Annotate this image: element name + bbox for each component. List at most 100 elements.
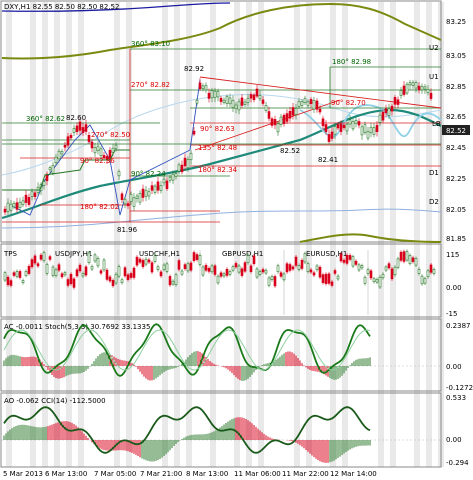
tps-pair-eurusd: EURUSD,H1 bbox=[306, 250, 347, 258]
tps-pair-usdchf: USDCHF,H1 bbox=[139, 250, 180, 258]
tps-candle bbox=[138, 258, 142, 263]
tps-candle bbox=[69, 273, 73, 285]
tps-candle bbox=[393, 266, 397, 276]
candle bbox=[273, 119, 277, 126]
candle bbox=[132, 197, 136, 207]
tps-candle bbox=[207, 268, 211, 272]
candle bbox=[51, 165, 55, 174]
tps-candle bbox=[213, 265, 217, 275]
tps-candle bbox=[186, 263, 190, 272]
tps-candle bbox=[270, 276, 274, 280]
low-11mar-label: 82.52 bbox=[280, 147, 300, 155]
lower-band bbox=[1, 208, 442, 229]
current-price-box bbox=[442, 125, 470, 135]
candle bbox=[363, 124, 367, 133]
price-step-line bbox=[2, 149, 130, 191]
time-tick: 7 Mar 05:00 bbox=[94, 470, 136, 478]
upper-envelope bbox=[1, 2, 442, 60]
candle bbox=[159, 185, 163, 191]
session-band bbox=[186, 2, 192, 467]
candle bbox=[369, 126, 373, 134]
candle bbox=[162, 178, 166, 184]
tps-candle bbox=[264, 269, 268, 274]
candle bbox=[285, 113, 289, 122]
tps-candle bbox=[57, 264, 61, 271]
candle bbox=[102, 155, 106, 158]
tps-candle bbox=[51, 266, 55, 276]
tps-candle bbox=[390, 268, 394, 280]
main-chart-frame bbox=[0, 0, 442, 243]
tps-candle bbox=[252, 255, 256, 264]
candle bbox=[165, 180, 169, 189]
candle bbox=[387, 108, 391, 116]
candle bbox=[426, 89, 430, 93]
tps-candle bbox=[357, 264, 361, 271]
candle bbox=[417, 85, 421, 91]
r135-label: 135° 82.48 bbox=[198, 144, 237, 152]
tps-candle bbox=[399, 251, 403, 261]
ao-tick: 0.00 bbox=[446, 436, 462, 444]
tps-candle bbox=[432, 269, 436, 274]
tps-candle bbox=[3, 272, 7, 281]
tps-candle bbox=[312, 272, 316, 276]
candle bbox=[414, 82, 418, 89]
candle bbox=[375, 124, 379, 132]
tps-candle bbox=[345, 254, 349, 264]
candle bbox=[408, 82, 412, 86]
tps-candle bbox=[330, 281, 334, 286]
candle bbox=[240, 97, 244, 106]
tps-candle bbox=[75, 269, 79, 277]
candle bbox=[135, 195, 139, 199]
tps-candle bbox=[408, 255, 412, 264]
tps-candle bbox=[66, 279, 70, 286]
time-tick: 5 Mar 2013 bbox=[3, 470, 43, 478]
candle bbox=[120, 193, 124, 201]
candle bbox=[321, 118, 325, 127]
candle bbox=[171, 173, 175, 181]
tps-candle bbox=[384, 266, 388, 271]
session-band bbox=[114, 2, 120, 467]
candle bbox=[195, 99, 199, 104]
candle bbox=[429, 92, 433, 99]
tps-candle bbox=[285, 263, 289, 273]
g270-top-label: 270° 82.82 bbox=[131, 81, 170, 89]
candle bbox=[351, 121, 355, 130]
candle bbox=[318, 108, 322, 113]
session-band bbox=[426, 2, 432, 467]
price-tick: 82.85 bbox=[446, 83, 466, 91]
candle bbox=[42, 181, 46, 186]
tps-label: TPS bbox=[3, 250, 17, 258]
g270-left-label: 270° 82.50 bbox=[91, 131, 130, 139]
low-12mar-label: 82.41 bbox=[318, 156, 338, 164]
candle bbox=[129, 193, 133, 202]
tps-candle bbox=[165, 263, 169, 272]
tps-candle bbox=[63, 272, 67, 276]
price-axis: 83.25 83.05 82.85 82.65 82.45 82.25 82.0… bbox=[446, 18, 466, 243]
tps-candle bbox=[354, 260, 358, 265]
g90-left-label: 90° 82.36 bbox=[80, 157, 115, 165]
candle bbox=[24, 194, 28, 203]
candle bbox=[114, 144, 118, 149]
candle bbox=[219, 97, 223, 102]
candle bbox=[57, 150, 61, 160]
candle bbox=[345, 123, 349, 132]
candle bbox=[315, 100, 319, 110]
candlesticks bbox=[3, 78, 433, 216]
candle bbox=[72, 128, 76, 133]
candle bbox=[309, 99, 313, 104]
candle bbox=[180, 164, 184, 173]
tps-candle bbox=[84, 266, 88, 276]
candle bbox=[276, 123, 280, 133]
candle bbox=[54, 156, 58, 163]
tps-tick: -15 bbox=[446, 310, 457, 318]
session-band bbox=[6, 2, 12, 467]
session-band bbox=[294, 2, 300, 467]
session-band bbox=[66, 2, 72, 467]
ao-panel: AO -0.062 CCI(14) -112.5000 0.533 0.00 -… bbox=[2, 394, 469, 467]
session-band bbox=[330, 2, 336, 467]
candle bbox=[336, 124, 340, 129]
candle bbox=[117, 171, 121, 177]
tps-candle bbox=[15, 271, 19, 277]
candle bbox=[381, 111, 385, 121]
candle bbox=[60, 151, 64, 155]
